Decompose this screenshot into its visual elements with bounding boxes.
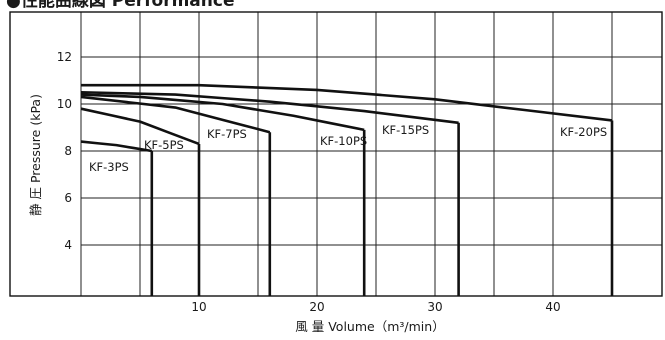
series-label-kf-20ps: KF-20PS [560, 125, 607, 139]
y-tick-label: 12 [57, 50, 72, 64]
x-tick-label: 30 [427, 300, 442, 314]
y-axis-label: 静 圧 Pressure (kPa) [28, 94, 43, 216]
y-tick-label: 10 [57, 97, 72, 111]
series-curve-kf-20ps [81, 83, 613, 122]
series-label-kf-7ps: KF-7PS [207, 127, 247, 141]
series-curve-kf-5ps [80, 107, 200, 146]
x-tick-label: 20 [309, 300, 324, 314]
x-axis-label: 風 量 Volume（m³/min） [295, 319, 444, 334]
grid-lines [80, 12, 662, 296]
series-curve-kf-15ps [80, 90, 459, 125]
series-label-kf-3ps: KF-3PS [89, 160, 129, 174]
series-label-kf-10ps: KF-10PS [320, 134, 367, 148]
y-tick-label: 6 [64, 191, 72, 205]
series-labels: KF-3PS KF-5PS KF-7PS KF-10PS KF-15PS KF-20PS [89, 123, 607, 174]
x-tick-label: 10 [191, 300, 206, 314]
y-tick-label: 4 [64, 238, 72, 252]
series-curve-kf-10ps [80, 93, 365, 132]
series-label-kf-15ps: KF-15PS [382, 123, 429, 137]
series-curve-kf-3ps [80, 140, 153, 153]
x-tick-label: 40 [545, 300, 560, 314]
series-label-kf-5ps: KF-5PS [144, 138, 184, 152]
series-curve-kf-7ps [80, 95, 271, 134]
chart-title: ●性能曲線図 Performance [6, 0, 234, 11]
series-curves [80, 83, 614, 296]
tick-labels: 10 20 30 40 4 6 8 10 12 [57, 50, 561, 314]
y-tick-label: 8 [64, 144, 72, 158]
plot-frame [9, 11, 663, 297]
